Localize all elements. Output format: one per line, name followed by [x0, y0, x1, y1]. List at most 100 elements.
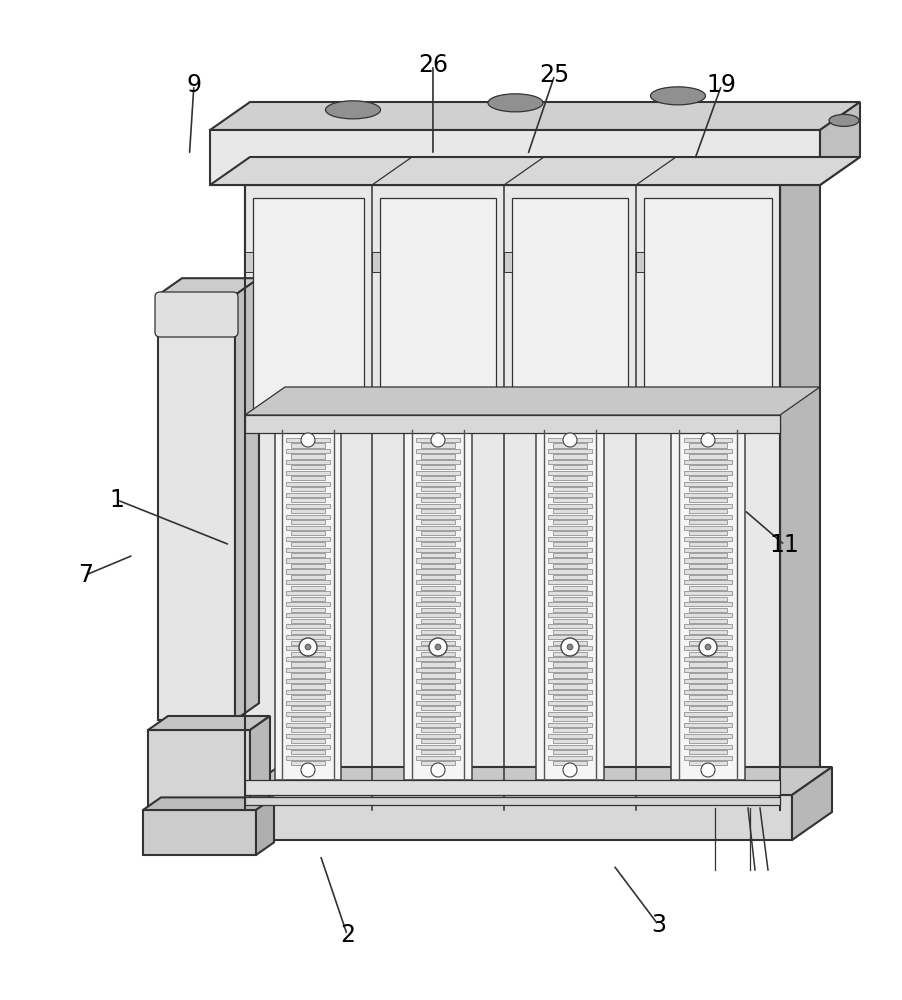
- Bar: [421, 575, 455, 579]
- Bar: [553, 542, 587, 546]
- Bar: [553, 717, 587, 721]
- Bar: [684, 602, 732, 606]
- Bar: [553, 673, 587, 678]
- Bar: [287, 635, 329, 639]
- Bar: [684, 745, 732, 749]
- Bar: [548, 602, 592, 606]
- Bar: [287, 504, 329, 508]
- Bar: [553, 706, 587, 710]
- Bar: [421, 695, 455, 699]
- Bar: [421, 750, 455, 754]
- Bar: [636, 251, 644, 271]
- Bar: [245, 780, 780, 795]
- Bar: [671, 430, 745, 780]
- Bar: [421, 630, 455, 634]
- Bar: [421, 761, 455, 765]
- Bar: [548, 745, 592, 749]
- Polygon shape: [256, 797, 274, 855]
- Bar: [553, 498, 587, 502]
- Bar: [417, 537, 460, 541]
- Bar: [553, 619, 587, 623]
- Bar: [684, 569, 732, 574]
- Bar: [684, 449, 732, 453]
- Bar: [417, 580, 460, 584]
- Bar: [684, 515, 732, 519]
- Bar: [291, 498, 325, 502]
- Circle shape: [567, 644, 573, 650]
- FancyBboxPatch shape: [155, 292, 238, 337]
- Bar: [417, 668, 460, 672]
- Bar: [291, 597, 325, 601]
- Bar: [291, 443, 325, 448]
- Bar: [553, 739, 587, 743]
- Bar: [689, 597, 727, 601]
- Circle shape: [301, 433, 315, 447]
- Bar: [548, 668, 592, 672]
- Bar: [689, 652, 727, 656]
- Bar: [689, 487, 727, 491]
- Circle shape: [701, 763, 715, 777]
- Bar: [421, 586, 455, 590]
- Bar: [548, 580, 592, 584]
- Bar: [536, 430, 604, 780]
- Bar: [553, 641, 587, 645]
- Bar: [548, 438, 592, 442]
- Bar: [417, 712, 460, 716]
- Bar: [689, 509, 727, 513]
- Bar: [684, 635, 732, 639]
- Bar: [548, 679, 592, 683]
- Bar: [291, 630, 325, 634]
- Bar: [417, 482, 460, 486]
- Polygon shape: [148, 716, 270, 730]
- Bar: [548, 449, 592, 453]
- Bar: [553, 728, 587, 732]
- Bar: [291, 750, 325, 754]
- Bar: [553, 597, 587, 601]
- Bar: [287, 526, 329, 530]
- Bar: [421, 652, 455, 656]
- Bar: [689, 750, 727, 754]
- Bar: [684, 756, 732, 760]
- Polygon shape: [210, 102, 860, 130]
- Bar: [553, 750, 587, 754]
- Bar: [553, 465, 587, 469]
- Bar: [287, 537, 329, 541]
- Bar: [689, 684, 727, 688]
- Bar: [380, 198, 496, 412]
- Bar: [684, 712, 732, 716]
- Bar: [287, 449, 329, 453]
- Bar: [504, 251, 512, 271]
- Bar: [548, 526, 592, 530]
- Bar: [245, 185, 780, 810]
- Bar: [548, 613, 592, 617]
- Bar: [684, 471, 732, 475]
- Bar: [684, 482, 732, 486]
- Bar: [417, 679, 460, 683]
- Bar: [548, 471, 592, 475]
- Bar: [417, 471, 460, 475]
- Bar: [548, 756, 592, 760]
- Bar: [689, 728, 727, 732]
- Bar: [548, 504, 592, 508]
- Bar: [417, 723, 460, 727]
- Bar: [245, 797, 780, 805]
- Bar: [417, 690, 460, 694]
- Bar: [417, 548, 460, 552]
- Bar: [548, 723, 592, 727]
- Bar: [287, 756, 329, 760]
- Bar: [689, 706, 727, 710]
- Bar: [287, 723, 329, 727]
- Bar: [417, 745, 460, 749]
- Bar: [291, 739, 325, 743]
- Bar: [421, 739, 455, 743]
- Bar: [417, 558, 460, 563]
- Bar: [553, 443, 587, 448]
- Bar: [684, 558, 732, 563]
- Bar: [291, 553, 325, 557]
- Bar: [553, 454, 587, 459]
- Bar: [548, 734, 592, 738]
- Bar: [684, 591, 732, 595]
- Bar: [684, 690, 732, 694]
- Bar: [684, 504, 732, 508]
- Bar: [689, 531, 727, 535]
